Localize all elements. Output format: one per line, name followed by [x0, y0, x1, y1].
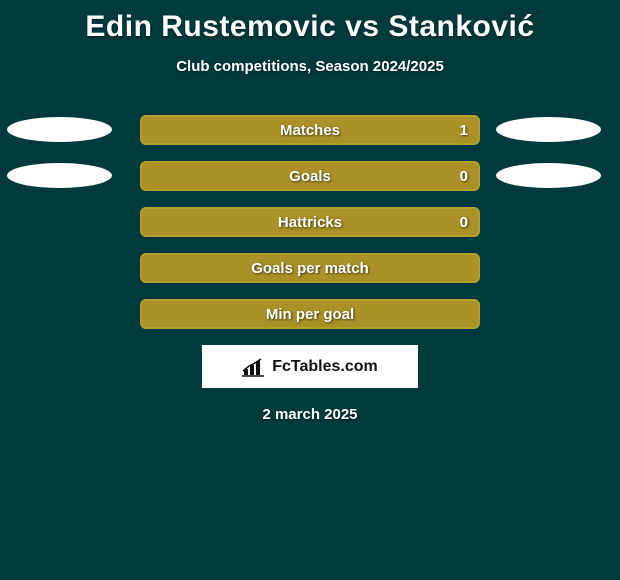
right-marker-ellipse [496, 163, 601, 188]
stat-label: Min per goal [266, 306, 354, 323]
logo: FcTables.com [242, 357, 378, 377]
stat-bar: Matches 1 [140, 115, 480, 145]
date-text: 2 march 2025 [0, 406, 620, 423]
stat-value: 1 [460, 122, 468, 139]
left-marker-ellipse [7, 117, 112, 142]
left-marker-ellipse [7, 163, 112, 188]
right-marker-ellipse [496, 117, 601, 142]
logo-box: FcTables.com [202, 345, 418, 388]
stat-bar: Goals 0 [140, 161, 480, 191]
stat-value: 0 [460, 214, 468, 231]
page-subtitle: Club competitions, Season 2024/2025 [0, 58, 620, 75]
stat-row: Goals 0 [0, 161, 620, 191]
stat-label: Goals per match [251, 260, 369, 277]
bar-chart-icon [242, 357, 268, 377]
stat-value: 0 [460, 168, 468, 185]
stat-row: Min per goal [0, 299, 620, 329]
stat-bar: Goals per match [140, 253, 480, 283]
stat-label: Hattricks [278, 214, 342, 231]
stat-row: Matches 1 [0, 115, 620, 145]
stat-row: Goals per match [0, 253, 620, 283]
stat-bar: Hattricks 0 [140, 207, 480, 237]
stat-row: Hattricks 0 [0, 207, 620, 237]
stat-label: Goals [289, 168, 331, 185]
stat-label: Matches [280, 122, 340, 139]
stats-rows: Matches 1 Goals 0 Hattricks 0 Goals per … [0, 115, 620, 329]
logo-text: FcTables.com [272, 358, 378, 376]
stat-bar: Min per goal [140, 299, 480, 329]
page-title: Edin Rustemovic vs Stanković [0, 0, 620, 44]
